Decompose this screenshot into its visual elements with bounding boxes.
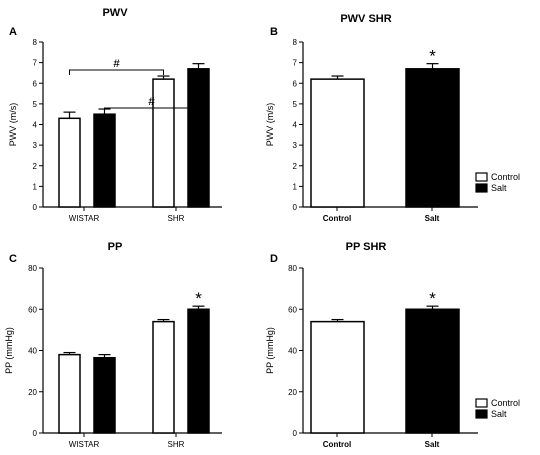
bar-salt (93, 113, 116, 208)
x-tick-label: SHR (168, 440, 185, 449)
y-tick-label: 2 (33, 162, 38, 171)
panel-letter: A (9, 26, 17, 38)
bar-control (58, 353, 81, 434)
y-tick-label: 6 (33, 79, 38, 88)
legend-label-salt: Salt (491, 183, 507, 193)
y-tick-label: 1 (33, 182, 38, 191)
chart-title: PP SHR (346, 241, 387, 253)
panel-letter: B (270, 26, 278, 38)
y-tick-label: 0 (33, 429, 38, 438)
y-tick-label: 7 (293, 59, 298, 68)
legend-label-salt: Salt (491, 409, 507, 419)
y-tick-label: 40 (288, 347, 297, 356)
chart-title: PP (108, 241, 123, 253)
legend-swatch-control (475, 172, 488, 182)
y-tick-label: 8 (293, 38, 298, 47)
bar-control (152, 78, 175, 208)
x-tick-label: SHR (168, 214, 185, 223)
asterisk-marker: * (195, 289, 202, 308)
hash-marker: # (113, 58, 120, 70)
y-tick-label: 7 (33, 59, 38, 68)
legend-swatch-control (475, 398, 488, 408)
significance-bracket (104, 107, 199, 113)
y-tick-label: 2 (293, 162, 298, 171)
legend-swatch-salt (475, 409, 488, 419)
asterisk-marker: * (429, 289, 436, 308)
bar-salt (405, 68, 460, 208)
bar-control (152, 320, 175, 434)
y-tick-label: 8 (33, 38, 38, 47)
y-tick-label: 60 (288, 305, 297, 314)
y-tick-label: 3 (293, 141, 298, 150)
y-tick-label: 0 (33, 203, 38, 212)
y-tick-label: 3 (33, 141, 38, 150)
bar-control (310, 320, 365, 434)
y-tick-label: 80 (288, 264, 297, 273)
x-tick-label: WISTAR (69, 214, 100, 223)
y-tick-label: 5 (293, 100, 298, 109)
panel-letter: C (9, 253, 17, 265)
y-tick-label: 0 (293, 203, 298, 212)
x-tick-label: Control (323, 440, 351, 449)
y-axis-label: PWV (m/s) (265, 103, 275, 147)
hash-marker: # (148, 96, 155, 108)
x-tick-label: WISTAR (69, 440, 100, 449)
y-tick-label: 4 (33, 121, 38, 130)
y-tick-label: 4 (293, 121, 298, 130)
y-axis-label: PWV (m/s) (8, 103, 18, 147)
y-axis-label: PP (mmHg) (265, 327, 275, 374)
chart-title: PWV SHR (340, 13, 391, 25)
bar-salt (187, 308, 210, 434)
bar-salt (93, 356, 116, 434)
x-tick-label: Control (323, 214, 351, 223)
legend-swatch-salt (475, 183, 488, 193)
y-tick-label: 5 (33, 100, 38, 109)
y-tick-label: 0 (293, 429, 298, 438)
asterisk-marker: * (429, 47, 436, 66)
x-tick-label: Salt (425, 440, 440, 449)
y-tick-label: 60 (28, 305, 37, 314)
bar-salt (405, 308, 460, 434)
y-tick-label: 80 (28, 264, 37, 273)
y-tick-label: 40 (28, 347, 37, 356)
bar-control (58, 117, 81, 208)
panel-a: PWV A 0 1 2 3 4 5 6 7 8 PWV (m/s) WISTAR SHR # # (8, 7, 222, 223)
y-tick-label: 20 (28, 388, 37, 397)
significance-bracket (69, 69, 164, 75)
panel-letter: D (270, 253, 278, 265)
y-axis-label: PP (mmHg) (4, 327, 14, 374)
hash-marker: # (113, 58, 120, 70)
bar-salt (187, 68, 210, 208)
chart-title: PWV (102, 7, 128, 19)
legend-label-control: Control (491, 398, 520, 408)
y-tick-label: 6 (293, 79, 298, 88)
hash-marker: # (148, 96, 155, 108)
y-tick-label: 20 (288, 388, 297, 397)
significance-bracket (104, 107, 199, 113)
bar-control (310, 78, 365, 208)
x-tick-label: Salt (425, 214, 440, 223)
significance-bracket (69, 69, 164, 75)
legend-label-control: Control (491, 172, 520, 182)
y-tick-label: 1 (293, 182, 298, 191)
